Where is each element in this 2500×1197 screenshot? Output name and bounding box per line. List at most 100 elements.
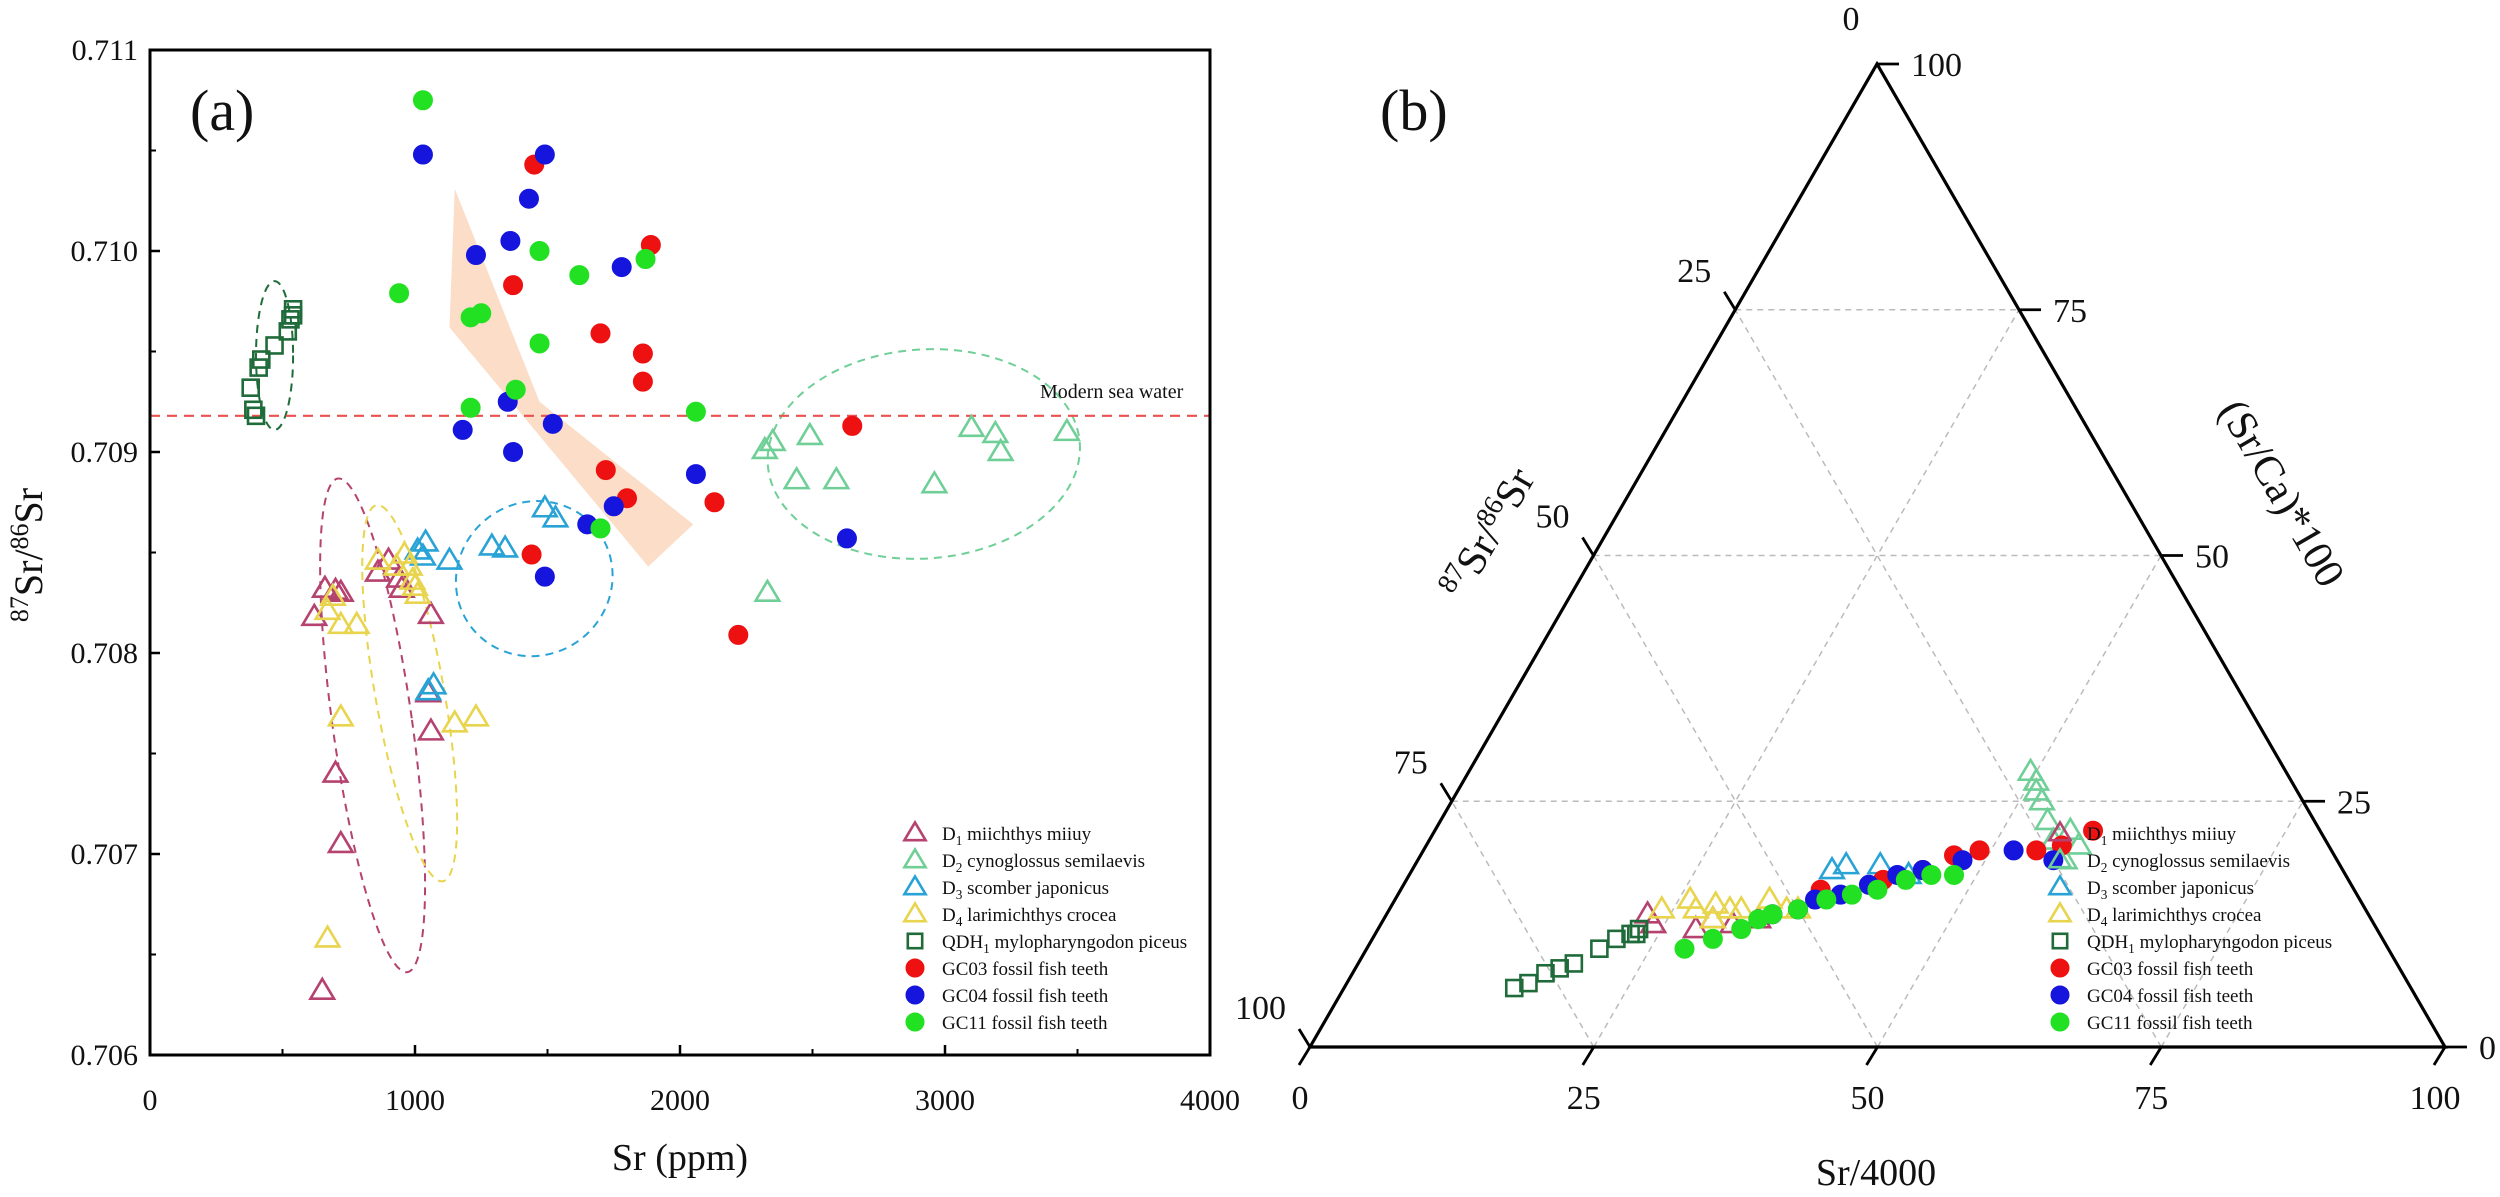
point-d4 <box>363 546 392 570</box>
point-gc11 <box>505 379 526 400</box>
x-tick-label: 3000 <box>915 1084 975 1117</box>
ternary-point-d3 <box>1832 850 1861 875</box>
y-tick-label: 0.708 <box>71 637 139 670</box>
point-gc11 <box>471 303 492 324</box>
ellipse-d2 <box>766 348 1081 560</box>
point-d4 <box>403 580 432 604</box>
point-gc11 <box>389 283 410 304</box>
point-d4 <box>326 610 355 635</box>
y-tick-label: 0.709 <box>71 436 139 469</box>
point-gc03 <box>728 624 749 645</box>
ternary-point-qdh1 <box>1607 929 1626 949</box>
point-gc03 <box>590 323 611 344</box>
point-gc03 <box>704 492 725 513</box>
ternary-point-d4 <box>1676 885 1705 909</box>
right-tick-label: 75 <box>2053 293 2087 330</box>
legend-label-qdh1: QDH1 mylopharyngodon piceus <box>942 932 1187 956</box>
point-gc04 <box>836 528 857 549</box>
legend-marker-d3 <box>902 873 928 896</box>
point-qdh1 <box>241 378 260 397</box>
point-qdh1 <box>283 299 303 319</box>
panel-b-ternary: 0 25 50 75 100 0 25 50 75 100 25 50 75 100 0 (b) Sr/40… <box>1235 1 2496 1194</box>
point-d2 <box>920 469 949 494</box>
ellipse-d1 <box>319 477 427 974</box>
ternary-point-d4 <box>1698 904 1727 929</box>
panel-a-points <box>241 90 1081 1000</box>
bottom-tick-label: 75 <box>2134 1080 2168 1117</box>
ternary-point-gc11 <box>1762 904 1783 925</box>
ternary-point-gc11 <box>1867 879 1888 900</box>
point-d3 <box>403 536 432 560</box>
bottom-tick-label: 25 <box>1567 1080 1601 1117</box>
point-qdh1 <box>252 350 271 369</box>
panel-a-scatter: 0 1000 2000 3000 4000 0.706 0.707 0.708 0.709 0.7… <box>5 34 1240 1179</box>
point-gc03 <box>842 415 863 436</box>
point-d3 <box>435 546 464 570</box>
panel-a-ylabel: 87Sr/86Sr <box>5 488 51 622</box>
legend-label-gc04: GC04 fossil fish teeth <box>2087 986 2254 1007</box>
point-gc03 <box>632 371 653 392</box>
x-tick-label: 0 <box>143 1084 158 1117</box>
ternary-point-d4 <box>1647 895 1676 919</box>
point-d2 <box>753 578 782 602</box>
point-gc11 <box>590 518 611 539</box>
legend-label-d4: D4 larimichthys crocea <box>942 905 1117 929</box>
point-d4 <box>313 596 342 621</box>
point-d2 <box>822 465 851 490</box>
point-d2 <box>1052 417 1081 442</box>
point-gc03 <box>503 275 524 296</box>
point-gc03 <box>595 460 616 481</box>
legend-b-marker-d2 <box>2047 846 2073 869</box>
point-gc11 <box>460 397 481 418</box>
ternary-point-gc03 <box>1969 840 1990 861</box>
point-d1 <box>326 829 355 854</box>
point-d2 <box>981 419 1010 444</box>
point-d3 <box>530 493 559 518</box>
point-gc04 <box>412 144 433 165</box>
ternary-point-qdh1 <box>1504 978 1524 998</box>
point-d2 <box>986 437 1015 462</box>
x-tick-label: 2000 <box>650 1084 710 1117</box>
point-gc11 <box>412 90 433 111</box>
point-qdh1 <box>265 336 284 355</box>
point-d1 <box>416 717 445 741</box>
ternary-point-qdh1 <box>1550 959 1569 978</box>
ternary-point-gc11 <box>1702 928 1723 949</box>
left-tick-label: 75 <box>1394 744 1428 781</box>
panel-b-axes: 0 25 50 75 100 0 25 50 75 100 25 50 75 100 0 <box>1235 1 2496 1117</box>
ternary-point-d2 <box>2022 767 2051 791</box>
point-gc11 <box>529 241 550 261</box>
legend-label-gc04: GC04 fossil fish teeth <box>942 986 1109 1007</box>
y-tick-label: 0.706 <box>71 1039 139 1072</box>
ellipse-d4 <box>361 504 459 883</box>
point-d1 <box>385 564 414 588</box>
legend-b-marker-gc03 <box>2050 958 2070 978</box>
point-d2 <box>795 421 824 446</box>
point-d3 <box>419 670 448 695</box>
ternary-point-d4 <box>1755 885 1784 909</box>
point-d4 <box>400 572 430 596</box>
legend-marker-d1 <box>902 819 928 842</box>
legend-label-d2: D2 cynoglossus semilaevis <box>942 851 1145 875</box>
bottom-tick-label: 100 <box>2410 1080 2461 1117</box>
ternary-grid-b <box>1451 800 1595 1048</box>
point-gc04 <box>534 144 555 165</box>
ternary-point-d2 <box>2016 757 2045 782</box>
panel-a-xlabel: Sr (ppm) <box>612 1137 748 1179</box>
ternary-grid-a <box>1593 309 2020 1048</box>
legend-label-d4: D4 larimichthys crocea <box>2087 905 2262 929</box>
ternary-point-d4 <box>1727 895 1756 919</box>
panel-b-left-label: 87Sr/86Sr <box>1431 459 1544 606</box>
ternary-point-qdh1 <box>1590 939 1609 959</box>
legend-label-d1: D1 miichthys miiuy <box>942 824 1092 848</box>
ternary-point-gc11 <box>1944 864 1965 885</box>
point-qdh1 <box>281 310 300 329</box>
point-d1 <box>308 976 337 1000</box>
panel-b-right-label: (Sr/Ca)*100 <box>2209 392 2353 595</box>
point-d3 <box>541 504 570 528</box>
bottom-tick <box>2432 1046 2447 1066</box>
trend-arrow <box>449 188 694 567</box>
point-d4 <box>326 703 355 727</box>
legend-b-marker-d3 <box>2047 873 2073 896</box>
